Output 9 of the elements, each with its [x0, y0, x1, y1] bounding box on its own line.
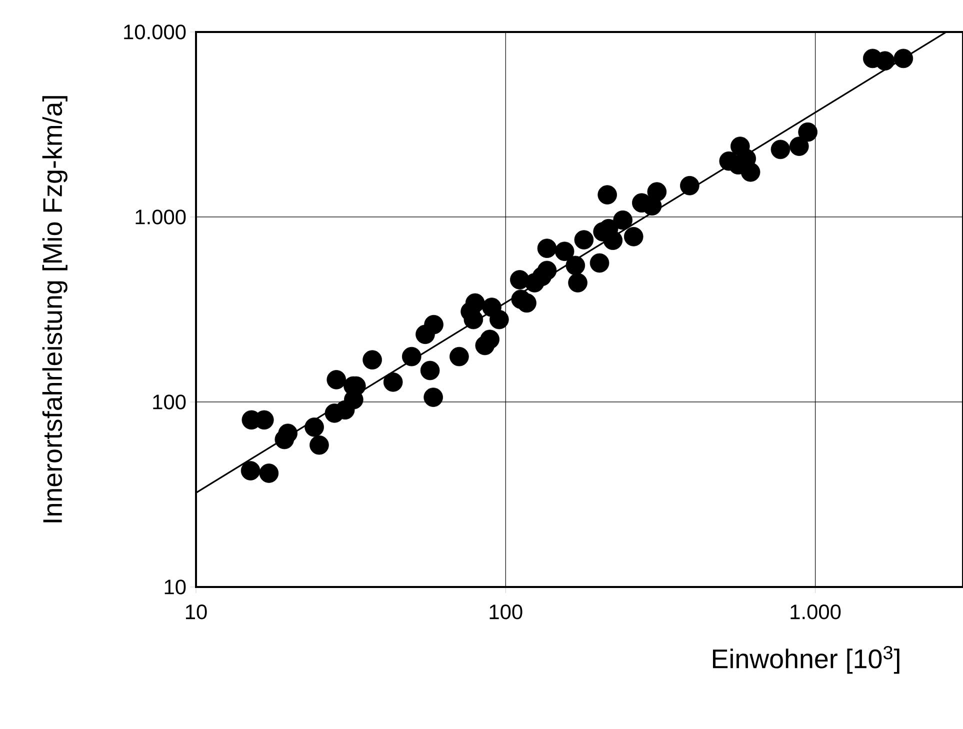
x-tick-label: 10: [186, 604, 207, 620]
x-tick-label: 1.000: [790, 604, 841, 620]
y-tick-label: 10: [164, 580, 186, 594]
y-tick-label: 1.000: [136, 210, 186, 224]
y-tick-label: 10.000: [124, 24, 186, 40]
y-tick-label: 100: [153, 394, 186, 410]
y-axis-title: Innerortsfahrleistung [Mio Fzg-km/a]: [42, 96, 68, 522]
x-axis-title: Einwohner [10$^{3}$]: [712, 646, 900, 674]
x-tick-label: 100: [490, 604, 522, 620]
